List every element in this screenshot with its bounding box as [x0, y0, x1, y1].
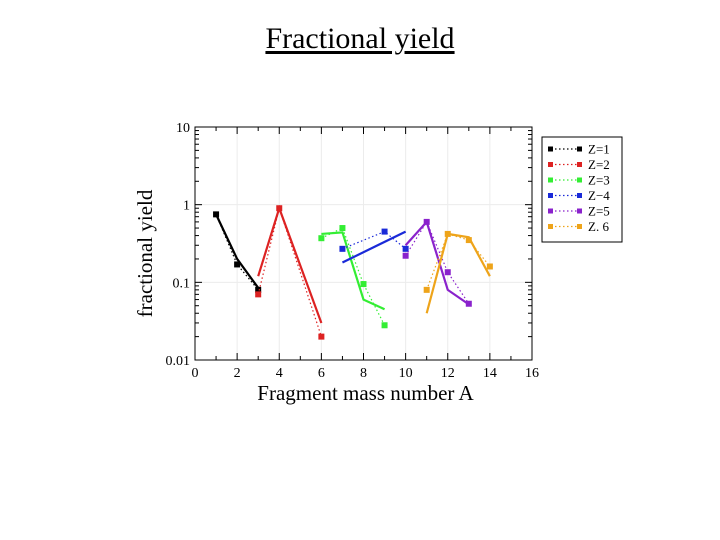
series-z4-point — [381, 228, 388, 235]
series-z3-point — [339, 225, 346, 232]
series-z3-point — [381, 322, 388, 329]
ticks-layer: 0 2 4 6 8 10 12 14 16 0.01 0.1 1 10 — [166, 121, 540, 381]
series-z4-fit-line — [341, 230, 407, 264]
series-z3-fit-line — [321, 231, 386, 311]
legend-label-z6: Z. 6 — [588, 219, 609, 234]
legend-marker-left-z3 — [548, 177, 553, 183]
x-tick-label: 10 — [399, 366, 413, 381]
series-z5-data-line — [405, 220, 470, 305]
grid-layer — [194, 126, 533, 361]
y-tick-label: 10 — [176, 121, 190, 136]
legend-marker-right-z2 — [577, 162, 582, 167]
series-z3 — [318, 225, 388, 329]
series-z2-fit-line — [257, 204, 323, 324]
series-z1-point — [213, 211, 220, 218]
legend-label-z1: Z=1 — [588, 142, 610, 157]
legend-marker-left-z6 — [548, 224, 553, 229]
x-tick-label: 16 — [525, 366, 539, 381]
legend-marker-left-z1 — [548, 146, 553, 152]
series-z6 — [423, 230, 493, 314]
series-z3-point — [360, 281, 367, 288]
x-tick-label: 2 — [234, 366, 241, 381]
y-tick-label: 1 — [183, 199, 190, 214]
series-z5-fit-line — [404, 219, 470, 306]
series-z2-point — [318, 333, 325, 340]
x-tick-label: 14 — [483, 366, 497, 381]
series-z3-data-line — [321, 227, 386, 326]
legend-marker-left-z5 — [548, 208, 553, 214]
series-z1-point — [234, 261, 241, 268]
series-z6-point — [444, 230, 451, 237]
series-z4-point — [402, 245, 409, 252]
y-tick-label: 0.1 — [173, 276, 191, 291]
y-tick-label: 0.01 — [166, 354, 191, 369]
legend-label-z5: Z=5 — [588, 204, 610, 219]
slide-title-text: Fractional yield — [265, 22, 455, 55]
series-z2-data-line — [257, 206, 322, 337]
series-z5-point — [423, 218, 430, 225]
x-tick-label: 12 — [441, 366, 455, 381]
slide-title: Fractional yield — [0, 22, 720, 56]
series-z2-point — [276, 205, 283, 212]
legend: Z=1Z=2Z=3Z−4Z=5Z. 6 — [541, 136, 623, 243]
x-tick-label: 0 — [192, 366, 199, 381]
series-z6-point — [423, 286, 430, 293]
legend-marker-right-z3 — [577, 177, 582, 183]
y-axis-label: fractional yield — [133, 189, 157, 317]
legend-marker-right-z4 — [577, 193, 582, 198]
series-z4 — [339, 228, 409, 264]
legend-marker-right-z5 — [577, 208, 582, 214]
series-z2 — [255, 204, 325, 340]
legend-marker-right-z1 — [577, 146, 582, 152]
legend-label-z2: Z=2 — [588, 157, 610, 172]
legend-marker-left-z2 — [548, 162, 553, 167]
x-axis-label: Fragment mass number A — [257, 381, 474, 405]
legend-label-z4: Z−4 — [588, 188, 610, 203]
x-tick-label: 8 — [360, 366, 367, 381]
series-z6-fit-line — [425, 232, 491, 314]
series-z6-point — [486, 263, 493, 270]
series-z1-fit-line — [215, 213, 260, 289]
series-z1-data-line — [215, 214, 259, 291]
legend-marker-right-z6 — [577, 224, 582, 229]
series-z1-point — [255, 286, 262, 293]
series-z5 — [402, 218, 472, 307]
series-z2-point — [255, 291, 262, 298]
x-tick-label: 6 — [318, 366, 325, 381]
series-z1 — [213, 211, 262, 293]
series-layer — [213, 204, 493, 340]
series-z5-point — [444, 269, 451, 276]
series-z5-point — [402, 252, 409, 259]
x-tick-label: 4 — [276, 366, 283, 381]
series-z3-point — [318, 235, 325, 242]
legend-label-z3: Z=3 — [588, 173, 610, 188]
legend-marker-left-z4 — [548, 193, 553, 198]
series-z6-point — [465, 237, 472, 244]
series-z4-point — [339, 245, 346, 252]
series-z5-point — [465, 300, 472, 307]
